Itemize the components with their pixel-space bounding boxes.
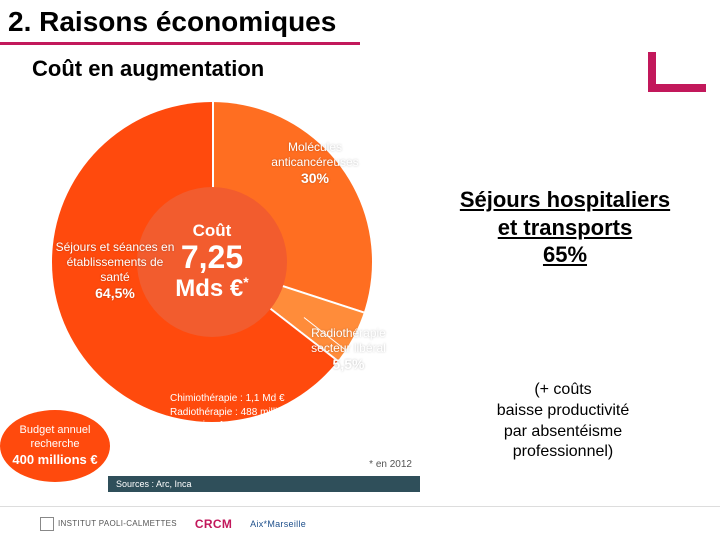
asterisk-note: * en 2012 (369, 459, 412, 470)
detail-line: Chirurgie : 1,8 Md € (170, 419, 360, 433)
pie-center-unit: Mds €* (175, 274, 248, 303)
highlight-line-1: Séjours hospitaliers (430, 186, 700, 214)
source-bar: Sources : Arc, Inca (108, 476, 420, 492)
segment-label-sejours: Séjours et séances en établissements de … (55, 240, 175, 303)
pie-center-label: Coût (193, 221, 232, 241)
logo-crcm: CRCM (195, 517, 232, 531)
note-line: professionnel) (448, 442, 678, 463)
budget-bubble: Budget annuel recherche 400 millions € (0, 410, 110, 482)
side-note: (+ coûts baisse productivité par absenté… (448, 380, 678, 463)
pie-center-value: 7,25 (181, 241, 243, 275)
slide-title: 2. Raisons économiques (8, 6, 336, 38)
detail-line: Chimiothérapie : 1,1 Md € (170, 392, 360, 406)
logo-amu: Aix*Marseille (250, 519, 306, 529)
corner-decoration (648, 52, 706, 92)
note-line: baisse productivité (448, 401, 678, 422)
cost-pie-figure: Coût 7,25 Mds €* Molécules anticancéreus… (0, 92, 420, 502)
detail-line: Autres : 1,2 Md € (170, 433, 360, 447)
note-line: (+ coûts (448, 380, 678, 401)
footer-logos: INSTITUT PAOLI-CALMETTES CRCM Aix*Marsei… (0, 506, 720, 540)
highlight-line-3: 65% (430, 241, 700, 269)
highlight-text: Séjours hospitaliers et transports 65% (430, 186, 700, 269)
title-underline (0, 42, 360, 45)
pie-detail-lines: Chimiothérapie : 1,1 Md € Radiothérapie … (170, 392, 360, 446)
logo-ipc: INSTITUT PAOLI-CALMETTES (40, 517, 177, 531)
slide-subtitle: Coût en augmentation (32, 56, 264, 82)
slide: 2. Raisons économiques Coût en augmentat… (0, 0, 720, 540)
segment-label-radiotherapy: Radiothérapie secteur libéral 5,5% (296, 326, 401, 374)
note-line: par absentéisme (448, 422, 678, 443)
highlight-line-2: et transports (430, 214, 700, 242)
segment-label-anticancer: Molécules anticancéreuses 30% (250, 140, 380, 188)
detail-line: Radiothérapie : 488 millions € (170, 406, 360, 420)
